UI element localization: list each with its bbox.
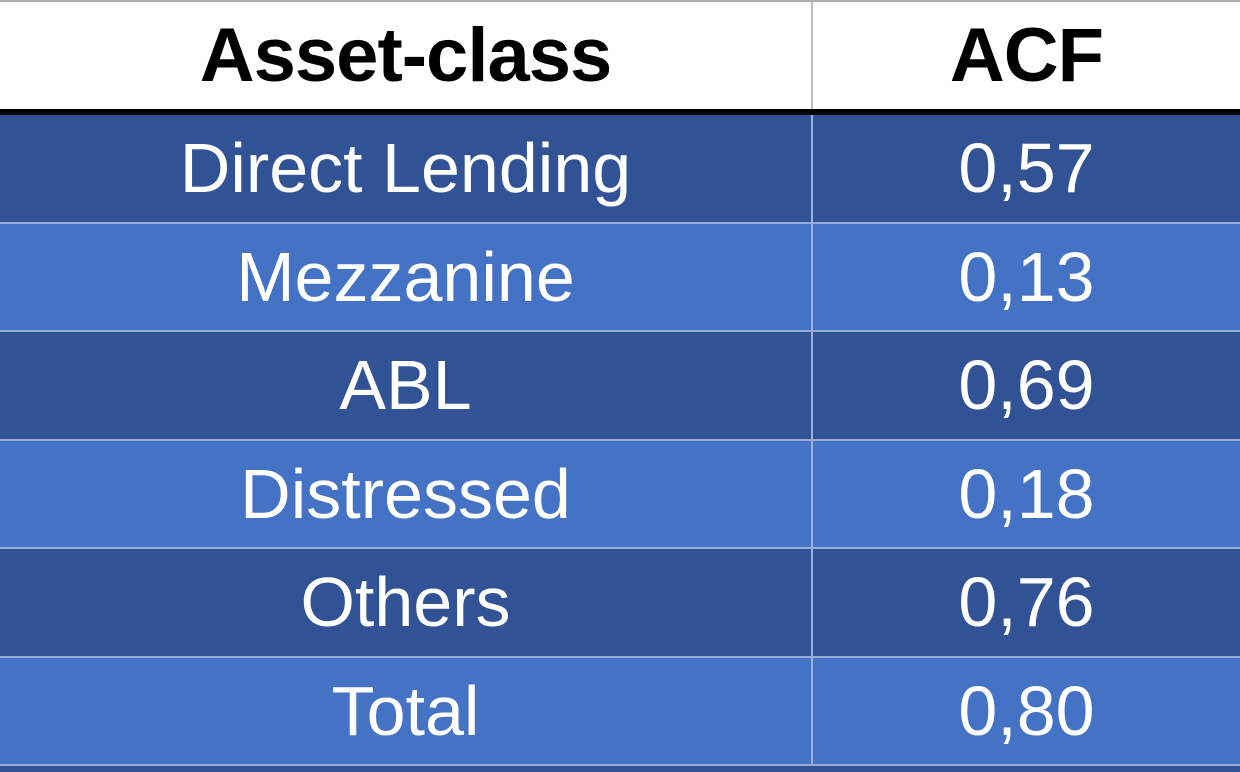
column-header-acf: ACF: [949, 12, 1104, 98]
asset-class-cell: Others: [0, 549, 813, 656]
header-separator-rule: [0, 109, 1240, 115]
table-header-row: Asset-class ACF: [0, 2, 1240, 109]
acf-value-cell: 0,18: [958, 454, 1095, 533]
acf-value-cell: 0,80: [958, 671, 1095, 750]
table-row: Distressed 0,18: [0, 440, 1240, 549]
table-row: Others 0,76: [0, 549, 1240, 658]
table-row: Mezzanine 0,13: [0, 223, 1240, 332]
asset-class-cell: ABL: [0, 332, 813, 439]
asset-class-cell: Mezzanine: [0, 223, 813, 330]
acf-value-cell: 0,69: [958, 346, 1095, 425]
acf-value-cell: 0,57: [958, 129, 1095, 208]
table-body: Direct Lending 0,57 Mezzanine 0,13 ABL 0…: [0, 115, 1240, 766]
column-header-asset-class: Asset-class: [0, 2, 813, 109]
table-row: ABL 0,69: [0, 332, 1240, 441]
asset-class-cell: Total: [0, 657, 813, 764]
acf-value-cell: 0,13: [958, 237, 1095, 316]
next-row-edge-strip: [0, 766, 1240, 772]
table-row: Direct Lending 0,57: [0, 115, 1240, 224]
asset-class-cell: Distressed: [0, 440, 813, 547]
top-border-line: [0, 0, 1240, 2]
table-row: Total 0,80: [0, 657, 1240, 766]
acf-value-cell: 0,76: [958, 563, 1095, 642]
asset-class-cell: Direct Lending: [0, 115, 813, 222]
